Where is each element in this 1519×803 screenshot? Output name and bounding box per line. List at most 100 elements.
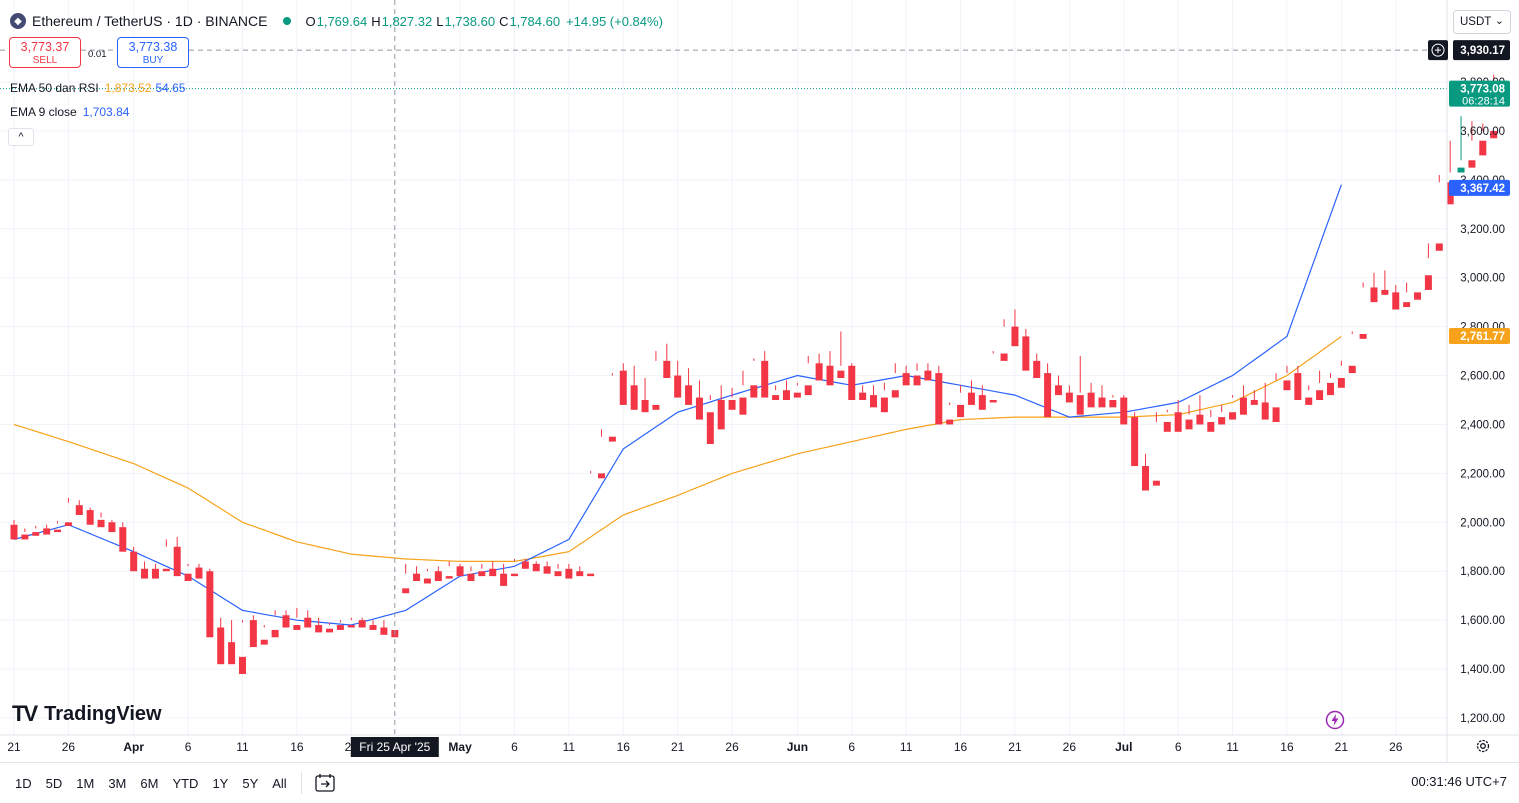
candle-body xyxy=(761,360,769,398)
range-1d-button[interactable]: 1D xyxy=(15,775,32,791)
candle-down xyxy=(761,351,769,398)
buy-button[interactable]: 3,773.38 BUY xyxy=(117,37,189,68)
candle-down xyxy=(598,429,606,479)
candle-down xyxy=(1152,412,1160,486)
candle-body xyxy=(32,532,40,536)
candle-down xyxy=(1207,409,1215,432)
gear-icon[interactable] xyxy=(1475,738,1491,754)
candle-body xyxy=(1022,336,1030,371)
toolbar-divider xyxy=(300,772,302,794)
market-status-icon[interactable] xyxy=(283,17,292,25)
candle-down xyxy=(1370,272,1378,303)
candle-body xyxy=(1305,397,1313,405)
candle-body xyxy=(238,656,246,674)
candle-body xyxy=(1348,365,1356,374)
candle-down xyxy=(1174,400,1182,432)
chart-overlays xyxy=(0,0,1447,735)
time-axis[interactable]: 21 26 Apr 6 11 16 21 May 6 11 16 21 26 Jun 6 11 16 21 26 Ju… xyxy=(0,734,1519,757)
candle-body xyxy=(685,385,693,405)
clock-display[interactable]: 00:31:46 UTC+7 xyxy=(1411,774,1507,789)
current-price-label: 3,773.08 xyxy=(1460,84,1505,96)
x-tick-label: 26 xyxy=(1063,740,1077,754)
candle-body xyxy=(978,395,986,410)
candle-down xyxy=(249,615,257,648)
tradingview-logo[interactable]: TV TradingView xyxy=(12,701,162,727)
rsi-value: 54.65 xyxy=(155,81,186,95)
candle-down xyxy=(826,351,834,386)
candle-down xyxy=(391,585,399,638)
candle-body xyxy=(793,392,801,398)
collapse-legend-button[interactable]: ^ xyxy=(8,128,34,146)
candle-body xyxy=(1316,390,1324,400)
candle-body xyxy=(1337,377,1345,388)
candle-body xyxy=(1131,417,1139,467)
y-tick-label: 2,400.00 xyxy=(1460,419,1505,431)
crosshair-price-label: 3,930.17 xyxy=(1460,45,1505,57)
candle-body xyxy=(195,567,203,579)
candle-down xyxy=(1185,404,1193,430)
price-axis[interactable]: 1,200.00 1,400.00 1,600.00 1,800.00 2,000.00… xyxy=(1428,0,1510,762)
candle-body xyxy=(108,522,116,533)
candle-down xyxy=(141,561,149,579)
candle-body xyxy=(1229,412,1237,420)
candle-down xyxy=(1022,329,1030,371)
range-5d-button[interactable]: 5D xyxy=(45,775,63,791)
candle-down xyxy=(521,559,529,569)
candle-down xyxy=(576,566,584,577)
range-6m-button[interactable]: 6M xyxy=(140,775,159,791)
ema50-label: EMA 50 dan RSI xyxy=(10,81,99,95)
buy-label: BUY xyxy=(142,55,164,66)
candle-body xyxy=(826,365,834,386)
symbol-title[interactable]: Ethereum / TetherUS · 1D · BINANCE xyxy=(32,13,268,29)
range-all-button[interactable]: All xyxy=(272,775,287,791)
range-ytd-button[interactable]: YTD xyxy=(172,775,199,791)
candle-down xyxy=(902,365,910,386)
range-3m-button[interactable]: 3M xyxy=(108,775,127,791)
candle-down xyxy=(162,539,170,572)
chevron-up-icon: ^ xyxy=(18,131,24,143)
range-1y-button[interactable]: 1Y xyxy=(212,775,229,791)
candle-down xyxy=(1120,395,1128,425)
candle-down xyxy=(173,536,181,577)
candle-body xyxy=(1098,397,1106,408)
sell-button[interactable]: 3,773.37 SELL xyxy=(9,37,81,68)
ema50-line xyxy=(13,335,1342,562)
candle-body xyxy=(1076,395,1084,415)
candle-body xyxy=(489,568,497,577)
candle-down xyxy=(739,370,747,415)
candle-down xyxy=(1414,292,1422,300)
candle-series xyxy=(10,74,1498,674)
candle-down xyxy=(423,568,431,584)
candle-body xyxy=(1403,302,1411,308)
candle-down xyxy=(957,385,965,418)
ethereum-logo-icon[interactable]: ◆ xyxy=(10,13,26,29)
candle-down xyxy=(97,512,105,528)
range-5y-button[interactable]: 5Y xyxy=(242,775,259,791)
candle-body xyxy=(184,573,192,582)
candle-body xyxy=(674,375,682,398)
candle-down xyxy=(500,563,508,586)
candle-body xyxy=(1218,417,1226,425)
y-tick-label: 1,600.00 xyxy=(1460,615,1505,627)
currency-select[interactable]: USDT ⌄ xyxy=(1453,10,1511,34)
candle-body xyxy=(891,390,899,398)
ema50-legend[interactable]: EMA 50 dan RSI 1,873.52 54.65 xyxy=(10,81,185,95)
candle-down xyxy=(369,620,377,630)
candle-down xyxy=(782,380,790,400)
flash-icon[interactable] xyxy=(1325,710,1345,730)
range-1m-button[interactable]: 1M xyxy=(76,775,95,791)
candle-down xyxy=(54,521,62,533)
candle-down xyxy=(347,617,355,628)
candle-body xyxy=(1207,422,1215,432)
x-tick-label: 21 xyxy=(1008,740,1022,754)
ema9-legend[interactable]: EMA 9 close 1,703.84 xyxy=(10,105,129,119)
candle-down xyxy=(1294,365,1302,400)
x-tick-label: Apr xyxy=(123,740,144,754)
candle-body xyxy=(271,629,279,638)
candle-body xyxy=(1087,392,1095,408)
candle-down xyxy=(750,358,758,398)
go-to-date-icon[interactable] xyxy=(314,773,336,793)
ema9-value: 1,703.84 xyxy=(82,105,130,119)
candle-body xyxy=(162,568,170,572)
